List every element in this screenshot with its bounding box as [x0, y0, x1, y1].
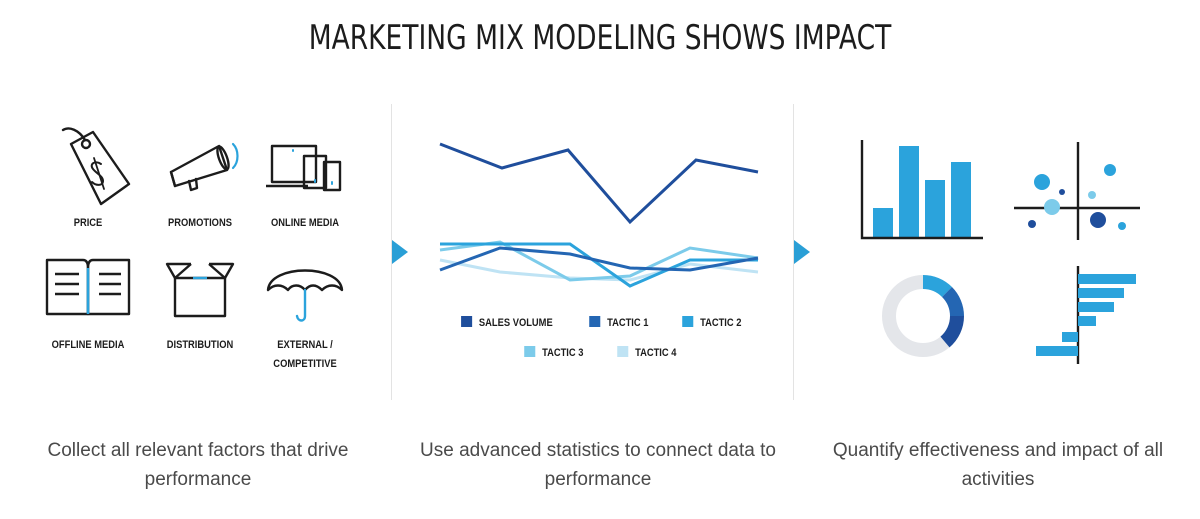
factor-promotions: PROMOTIONS	[145, 124, 255, 233]
megaphone-icon	[169, 142, 239, 192]
arrow-right-icon	[392, 240, 408, 264]
factor-label: PROMOTIONS	[168, 217, 232, 229]
factor-offline-media: OFFLINE MEDIA	[33, 250, 143, 355]
factor-label: DISTRIBUTION	[166, 339, 234, 351]
arrow-right-icon	[794, 240, 810, 264]
line-chart	[439, 142, 759, 288]
divider-left	[391, 104, 392, 400]
legend-label: TACTIC 3	[541, 347, 584, 359]
open-book-icon	[45, 258, 131, 316]
price-tag-icon	[61, 127, 131, 206]
factor-label-line2: COMPETITIVE	[273, 358, 337, 370]
factor-label: PRICE	[73, 217, 103, 229]
donut-chart-icon	[882, 275, 965, 357]
page-title: MARKETING MIX MODELING SHOWS IMPACT	[308, 18, 892, 58]
legend-label: TACTIC 1	[607, 317, 649, 329]
series-tactic-2	[440, 242, 758, 288]
series-tactic-1	[439, 246, 759, 272]
legend-item-tactic-4: TACTIC 4	[616, 346, 676, 359]
legend-swatch	[682, 316, 694, 327]
legend-label: TACTIC 4	[634, 347, 676, 359]
legend-swatch	[524, 346, 536, 357]
factor-online-media: ONLINE MEDIA	[250, 124, 360, 233]
factor-price: PRICE	[33, 124, 143, 233]
legend-swatch	[461, 316, 473, 327]
series-sales-volume	[439, 142, 759, 225]
legend-label: TACTIC 2	[700, 317, 742, 329]
factor-distribution: DISTRIBUTION	[145, 250, 255, 355]
chart-legend-row2: TACTIC 3 TACTIC 4	[420, 346, 780, 359]
caption-quantify: Quantify effectiveness and impact of all…	[832, 440, 1164, 490]
legend-item-tactic-2: TACTIC 2	[682, 316, 741, 329]
devices-icon	[266, 144, 342, 192]
legend-swatch	[589, 316, 601, 327]
divider-right	[793, 104, 794, 400]
umbrella-icon	[266, 269, 344, 322]
bar-chart-icon	[860, 140, 983, 240]
factor-label: EXTERNAL /	[277, 339, 333, 351]
factor-label: OFFLINE MEDIA	[51, 339, 125, 351]
legend-item-tactic-3: TACTIC 3	[524, 346, 583, 359]
horizontal-bar-chart-icon	[1036, 266, 1136, 364]
scatter-plot-icon	[1014, 142, 1140, 240]
box-icon	[165, 262, 235, 318]
legend-swatch	[616, 346, 628, 357]
caption-statistics: Use advanced statistics to connect data …	[420, 440, 776, 490]
legend-item-tactic-1: TACTIC 1	[589, 316, 649, 329]
factor-external-competitive: EXTERNAL / COMPETITIVE	[250, 250, 360, 374]
legend-item-sales-volume: SALES VOLUME	[461, 316, 553, 329]
factor-label: ONLINE MEDIA	[270, 217, 340, 229]
chart-legend: SALES VOLUME TACTIC 1 TACTIC 2	[420, 316, 780, 329]
caption-collect: Collect all relevant factors that drive …	[47, 440, 349, 490]
legend-label: SALES VOLUME	[479, 317, 554, 329]
